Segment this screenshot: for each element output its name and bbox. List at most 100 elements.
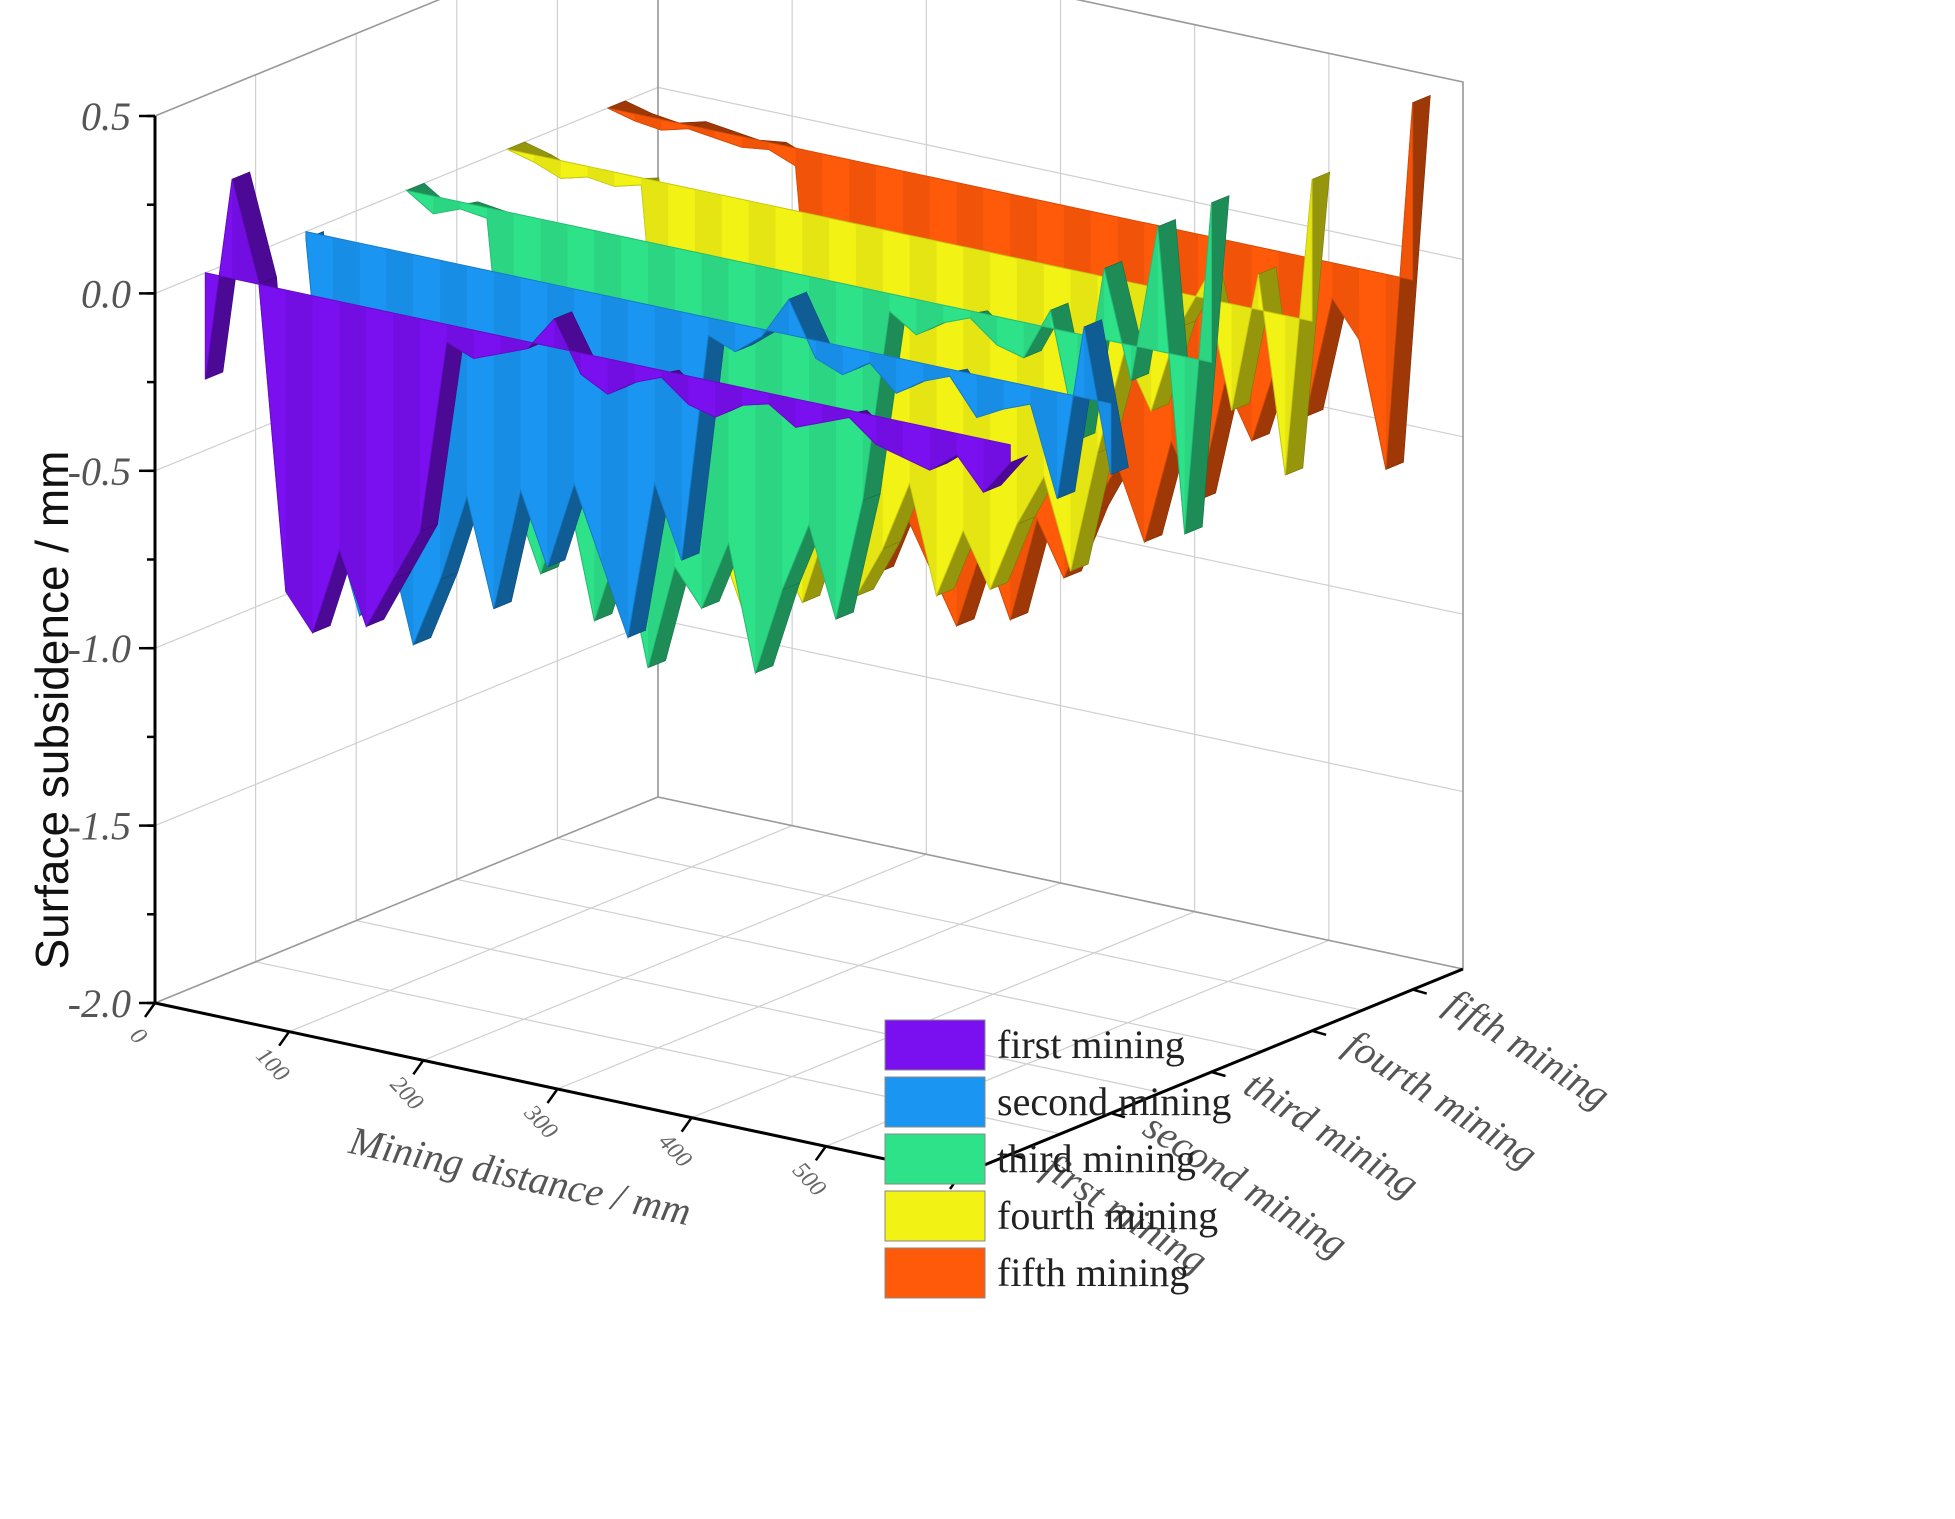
series-wall-facet: [1023, 310, 1051, 358]
floor-grid-depth: [456, 878, 1262, 1052]
series-wall-facet: [688, 125, 716, 139]
floor-grid-depth: [356, 920, 1162, 1094]
series-wall-facet: [1231, 274, 1259, 411]
x-tick-label: 100: [251, 1043, 295, 1087]
box-frame: [154, 0, 1464, 969]
series-wall-facet: [1285, 179, 1313, 476]
series-wall-facet: [446, 324, 474, 359]
series-wall-facet: [1184, 202, 1212, 535]
legend-label: fifth mining: [997, 1250, 1189, 1295]
series-wall-facet: [1385, 102, 1413, 470]
series-wall-1: [204, 171, 1029, 634]
series-wall-facet: [822, 404, 850, 423]
series-wall-facet: [547, 283, 575, 568]
series-wall-facet: [500, 335, 528, 354]
x-tick: [814, 1145, 827, 1162]
legend-swatch: [884, 1133, 986, 1185]
legend-item: third mining: [884, 1133, 1196, 1185]
depth-tick: [1110, 1111, 1126, 1119]
series-wall-facet: [661, 370, 689, 405]
series-wall-facet: [970, 310, 997, 345]
wall-grid-z: [154, 618, 1464, 827]
depth-tick: [1311, 1029, 1327, 1037]
legend-swatch: [884, 1190, 986, 1242]
x-tick-label: 200: [385, 1072, 429, 1116]
series-wall-facet: [607, 358, 635, 395]
series-wall-facet: [587, 166, 615, 187]
z-tick-label: 0.0: [81, 271, 131, 316]
legend-label: fourth mining: [997, 1193, 1218, 1238]
series-wall-facet: [1177, 280, 1205, 329]
legend-swatch: [884, 1247, 986, 1299]
legend-swatch: [884, 1076, 986, 1128]
series-wall-facet: [533, 154, 561, 179]
series-wall-facet: [285, 290, 313, 633]
series-wall-facet: [768, 393, 796, 428]
series-wall-facet: [1131, 226, 1158, 381]
series-wall-facet: [715, 381, 742, 418]
legend-item: fourth mining: [884, 1190, 1218, 1242]
depth-tick: [1211, 1070, 1226, 1078]
series-wall-facet: [929, 427, 957, 471]
series-wall-facet: [741, 136, 769, 150]
series-wall-facet: [1030, 386, 1058, 499]
series-wall-facet: [708, 317, 736, 352]
series-walls: [204, 94, 1431, 675]
legend: first mining second mining third mining fou…: [884, 1019, 1231, 1299]
wall-grid-z: [154, 796, 1464, 1004]
series-wall-facet: [554, 318, 581, 375]
series-wall-facet: [433, 196, 461, 214]
chart-axes: [139, 114, 1464, 1190]
series-wall-facet: [869, 352, 897, 394]
legend-label: first mining: [997, 1022, 1185, 1067]
box-frame-floor-left: [154, 796, 659, 1004]
x-axis-label: Mining distance / mm: [345, 1117, 695, 1234]
series-wall-facet: [862, 287, 890, 501]
legend-item: second mining: [884, 1076, 1231, 1128]
depth-tick: [1412, 988, 1428, 995]
z-axis-label: Surface subsidence / mm: [26, 450, 78, 969]
floor-grid-x: [557, 882, 1061, 1090]
depth-tick: [1009, 1153, 1025, 1160]
series-wall-facet: [634, 113, 662, 131]
z-tick-label: -1.0: [68, 626, 131, 671]
series-wall-facet: [963, 246, 991, 590]
series-wall-facet: [755, 264, 783, 673]
legend-item: first mining: [884, 1019, 1185, 1071]
series-wall-facet: [876, 416, 903, 458]
x-tick: [143, 1002, 157, 1018]
x-tick-label: 400: [653, 1129, 697, 1173]
z-tick-label: -0.5: [68, 449, 131, 494]
series-wall-facet: [983, 439, 1011, 493]
x-tick: [546, 1088, 559, 1104]
series-wall-facet: [976, 374, 1004, 418]
series-wall-facet: [493, 271, 521, 609]
floor-grid-depth: [557, 837, 1363, 1011]
z-tick-label: -2.0: [68, 981, 131, 1026]
legend-label: third mining: [997, 1136, 1196, 1181]
legend-swatch: [884, 1019, 986, 1071]
x-tick: [680, 1116, 693, 1133]
floor-grid-x: [423, 853, 927, 1061]
floor-grid-x: [691, 911, 1195, 1119]
legend-label: second mining: [997, 1079, 1231, 1124]
series-wall-facet: [916, 299, 944, 335]
box-frame-floor-back: [657, 796, 1464, 970]
x-tick-label: 0: [125, 1023, 152, 1049]
series-wall-facet: [393, 312, 420, 580]
floor-grid-x: [288, 825, 793, 1033]
series-wall-facet: [339, 301, 367, 627]
series-wall-facet: [1332, 262, 1360, 340]
x-tick: [278, 1030, 291, 1047]
series-wall-facet: [762, 299, 789, 337]
series-wall-facet: [232, 179, 259, 285]
wall-grid-z: [154, 0, 1464, 117]
series-wall-facet: [815, 340, 843, 375]
x-tick-label: 300: [518, 1099, 562, 1144]
z-tick-label: 0.5: [81, 94, 131, 139]
x-tick: [412, 1059, 425, 1076]
x-tick-label: 500: [787, 1158, 831, 1202]
z-tick-label: -1.5: [68, 804, 131, 849]
series-wall-facet: [923, 363, 950, 382]
